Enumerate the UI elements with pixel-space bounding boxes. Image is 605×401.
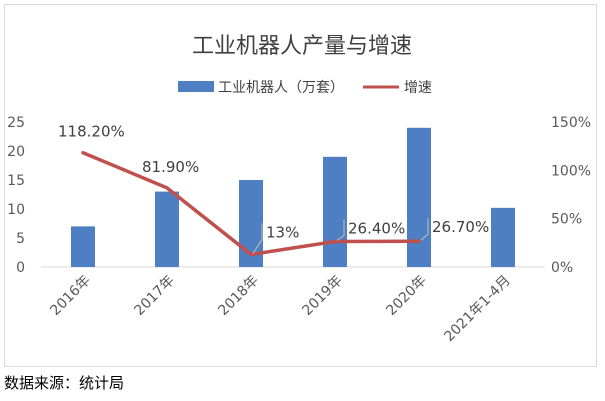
x-axis: 2016年 2017年 2018年 2019年 2020年 2021年1-4月 bbox=[47, 273, 513, 345]
chart-frame: 工业机器人产量与增速 工业机器人（万套） 增速 0 5 10 15 20 25 0% 50%… bbox=[4, 4, 597, 367]
y-axis-left: 0 5 10 15 20 25 bbox=[7, 115, 25, 276]
y-left-tick-label: 0 bbox=[16, 260, 25, 276]
chart-title: 工业机器人产量与增速 bbox=[192, 34, 412, 59]
source-note: 数据来源：统计局 bbox=[4, 374, 125, 392]
line-point bbox=[165, 186, 169, 190]
combo-chart: 工业机器人产量与增速 工业机器人（万套） 增速 0 5 10 15 20 25 0% 50%… bbox=[7, 34, 591, 345]
y-left-tick-label: 5 bbox=[16, 231, 25, 247]
data-label: 26.40% bbox=[348, 219, 405, 237]
data-label: 13% bbox=[266, 223, 299, 241]
y-axis-right: 0% 50% 100% 150% bbox=[551, 115, 591, 276]
x-tick-label: 2016年 bbox=[47, 273, 93, 319]
x-tick-label: 2020年 bbox=[383, 273, 429, 319]
line-point bbox=[333, 239, 337, 243]
y-left-tick-label: 10 bbox=[7, 202, 25, 218]
y-right-tick-label: 100% bbox=[551, 163, 591, 179]
x-tick-label: 2017年 bbox=[131, 273, 177, 319]
data-label-leader bbox=[336, 219, 345, 241]
y-right-tick-label: 0% bbox=[551, 260, 573, 276]
bar bbox=[491, 207, 515, 267]
bar bbox=[407, 127, 431, 267]
legend-swatch-bar bbox=[178, 81, 214, 92]
data-label: 118.20% bbox=[58, 123, 125, 141]
line-point bbox=[81, 151, 85, 155]
bar bbox=[71, 226, 95, 267]
y-left-tick-label: 25 bbox=[7, 115, 25, 131]
data-label: 26.70% bbox=[432, 218, 489, 236]
y-right-tick-label: 150% bbox=[551, 115, 591, 131]
data-label: 81.90% bbox=[142, 158, 199, 176]
line-point bbox=[249, 252, 253, 256]
data-label-leader bbox=[420, 218, 429, 241]
legend: 工业机器人（万套） 增速 bbox=[178, 80, 432, 96]
bar bbox=[323, 156, 347, 267]
x-tick-label: 2018年 bbox=[215, 273, 261, 319]
legend-label-line: 增速 bbox=[404, 80, 432, 96]
y-right-tick-label: 50% bbox=[551, 212, 582, 228]
x-tick-label: 2021年1-4月 bbox=[441, 273, 513, 345]
line-point bbox=[417, 239, 421, 243]
y-left-tick-label: 20 bbox=[7, 144, 25, 160]
y-left-tick-label: 15 bbox=[7, 173, 25, 189]
line-series bbox=[81, 150, 421, 257]
data-label-leader bbox=[252, 223, 263, 254]
legend-label-bar: 工业机器人（万套） bbox=[218, 80, 344, 96]
bar-series bbox=[71, 127, 515, 267]
x-tick-label: 2019年 bbox=[299, 273, 345, 319]
data-labels: 118.20% 81.90% 13% 26.40% 26.70% bbox=[58, 123, 489, 254]
bar bbox=[155, 191, 179, 267]
